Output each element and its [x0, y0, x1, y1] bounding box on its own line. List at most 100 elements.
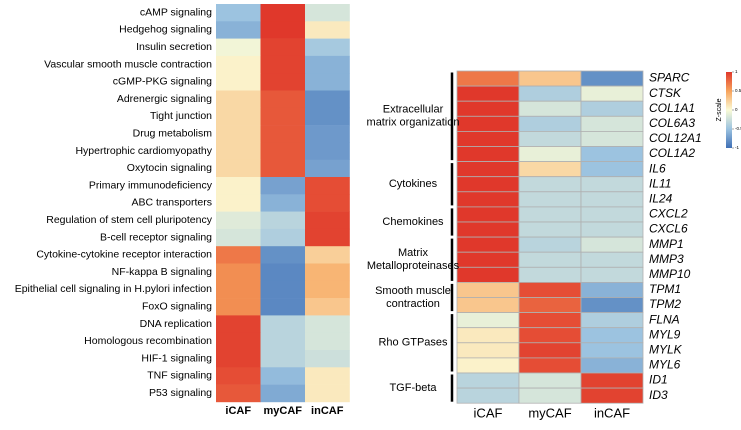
- heat-cell: [518, 191, 582, 208]
- heat-cell: [216, 125, 261, 143]
- column-label: inCAF: [594, 406, 630, 421]
- heat-cell: [216, 55, 261, 74]
- heat-cell: [216, 280, 261, 299]
- gene-label: MYLK: [649, 343, 683, 357]
- gene-label: IL11: [649, 176, 671, 190]
- heat-cell: [305, 142, 350, 160]
- heat-cell: [580, 281, 644, 298]
- heat-cell: [518, 130, 582, 147]
- heat-cell: [580, 387, 644, 404]
- gene-label: MMP10: [649, 267, 691, 281]
- heat-cell: [518, 297, 582, 314]
- gene-label: SPARC: [649, 71, 690, 85]
- heat-cell: [456, 312, 520, 329]
- heat-cell: [518, 266, 582, 283]
- gene-label: FLNA: [649, 312, 680, 326]
- row-label: B-cell receptor signaling: [100, 231, 212, 243]
- heat-cell: [518, 100, 582, 117]
- heat-cell: [216, 263, 261, 282]
- heat-cell: [305, 211, 350, 230]
- heat-cell: [260, 125, 306, 143]
- heat-cell: [518, 206, 582, 223]
- heat-cell: [216, 107, 261, 126]
- group-label: Metalloproteinases: [367, 260, 460, 272]
- heat-cell: [518, 372, 582, 389]
- heat-cell: [580, 191, 644, 208]
- row-label: NF-kappa B signaling: [112, 266, 213, 278]
- heat-cell: [580, 342, 644, 359]
- heat-cell: [216, 21, 261, 39]
- heat-cell: [518, 312, 582, 329]
- heat-cell: [580, 327, 644, 344]
- heat-cell: [305, 125, 350, 143]
- row-label: Tight junction: [150, 110, 212, 122]
- heat-cell: [260, 38, 306, 57]
- heat-cell: [305, 280, 350, 299]
- heat-cell: [305, 21, 350, 39]
- heat-cell: [216, 384, 261, 403]
- heat-cell: [216, 350, 261, 368]
- group-label: Smooth muscle: [375, 285, 451, 297]
- row-label: Regulation of stem cell pluripotency: [46, 214, 213, 226]
- heat-cell: [456, 221, 520, 238]
- heat-cell: [305, 228, 350, 247]
- heat-cell: [216, 315, 261, 333]
- heat-cell: [518, 146, 582, 163]
- heat-cell: [260, 107, 306, 126]
- heat-cell: [518, 342, 582, 359]
- heat-cell: [216, 246, 261, 264]
- heat-cell: [216, 38, 261, 57]
- heat-cell: [580, 85, 644, 102]
- heat-cell: [456, 191, 520, 208]
- heat-cell: [456, 206, 520, 223]
- heat-cell: [260, 332, 306, 351]
- heat-cell: [580, 130, 644, 147]
- heat-cell: [518, 115, 582, 132]
- heat-cell: [580, 146, 644, 163]
- heat-cell: [305, 367, 350, 385]
- row-label: Oxytocin signaling: [127, 162, 212, 174]
- colorbar: [726, 72, 732, 148]
- gene-label: MYL9: [649, 327, 681, 341]
- column-label: iCAF: [474, 406, 503, 421]
- heat-cell: [260, 315, 306, 333]
- gene-label: CTSK: [649, 86, 682, 100]
- gene-label: COL1A2: [649, 146, 695, 160]
- heat-cell: [305, 246, 350, 264]
- heat-cell: [260, 177, 306, 195]
- gene-label: ID3: [649, 388, 668, 402]
- heat-cell: [260, 246, 306, 264]
- heat-cell: [456, 327, 520, 344]
- heat-cell: [305, 263, 350, 282]
- heat-cell: [305, 90, 350, 109]
- gene-label: IL24: [649, 192, 673, 206]
- heat-cell: [456, 387, 520, 404]
- heat-cell: [518, 357, 582, 374]
- group-label: TGF-beta: [389, 382, 437, 394]
- colorbar-tick-label: 0.5: [735, 88, 741, 93]
- heat-cell: [216, 211, 261, 230]
- gene-label: COL6A3: [649, 116, 695, 130]
- gene-label: TPM1: [649, 282, 681, 296]
- group-label: Cytokines: [389, 178, 438, 190]
- heat-cell: [456, 115, 520, 132]
- heat-cell: [305, 194, 350, 212]
- row-label: HIF-1 signaling: [141, 352, 212, 364]
- heat-cell: [518, 236, 582, 253]
- group-label: Matrix: [398, 247, 428, 259]
- heat-cell: [456, 130, 520, 147]
- heat-cell: [260, 142, 306, 160]
- heat-cell: [518, 387, 582, 404]
- heat-cell: [216, 159, 261, 178]
- heat-cell: [216, 367, 261, 385]
- heat-cell: [305, 4, 350, 22]
- colorbar-title: Z-scale: [716, 98, 723, 121]
- row-label: Homologous recombination: [84, 335, 212, 347]
- gene-label: CXCL6: [649, 222, 688, 236]
- colorbar-tick-label: -0.5: [735, 126, 741, 131]
- heat-cell: [580, 221, 644, 238]
- heat-cell: [305, 38, 350, 57]
- row-label: Adrenergic signaling: [117, 93, 212, 105]
- row-label: Cytokine-cytokine receptor interaction: [36, 249, 212, 261]
- gene-label: MYL6: [649, 358, 681, 372]
